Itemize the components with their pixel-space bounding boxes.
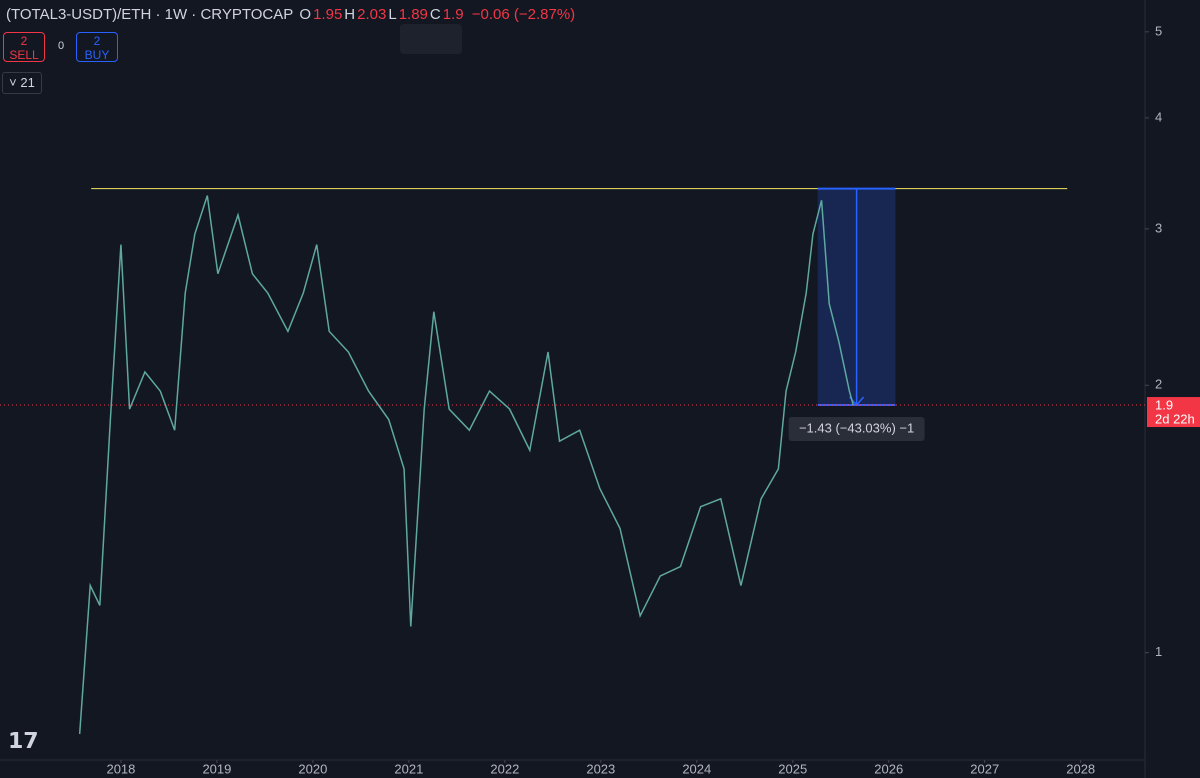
- x-tick-label: 2027: [970, 761, 999, 776]
- ohlc: O 1.95 H 2.03 L 1.89 C 1.9: [299, 6, 465, 23]
- spread: 0: [58, 40, 65, 52]
- ohlc-value: 2.03: [357, 6, 387, 23]
- ohlc-key: O: [299, 6, 312, 23]
- buy-count: 2: [93, 34, 101, 48]
- change: −0.06 (−2.87%): [471, 6, 576, 23]
- sell-label: SELL: [9, 48, 39, 62]
- symbol: (TOTAL3-USDT)/ETH · 1W · CRYPTOCAP: [6, 6, 294, 23]
- x-tick-label: 2028: [1066, 761, 1095, 776]
- measure-label-bg: [788, 417, 925, 442]
- buy-label: BUY: [84, 48, 110, 62]
- indicator-toggle[interactable]: ˅ 21: [2, 72, 42, 94]
- y-tick-label: 3: [1155, 220, 1162, 235]
- ohlc-key: L: [388, 6, 397, 23]
- x-tick-label: 2023: [586, 761, 615, 776]
- x-tick-label: 2025: [778, 761, 807, 776]
- logo: 𝟭𝟳: [8, 728, 39, 753]
- legend-header: (TOTAL3-USDT)/ETH · 1W · CRYPTOCAP O 1.95…: [6, 6, 577, 23]
- x-tick-label: 2021: [394, 761, 423, 776]
- price-line: [78, 195, 854, 734]
- measure-label: −1.43 (−43.03%) −1: [799, 420, 914, 435]
- countdown: 2d 22h: [1155, 411, 1195, 426]
- y-tick-label: 2: [1155, 377, 1162, 392]
- ohlc-key: C: [429, 6, 441, 23]
- x-tick-label: 2019: [202, 761, 231, 776]
- x-tick-label: 2020: [298, 761, 327, 776]
- y-tick-label: 4: [1155, 109, 1162, 124]
- x-tick-label: 2024: [682, 761, 711, 776]
- ohlc-value: 1.9: [442, 6, 464, 23]
- x-tick-label: 2026: [874, 761, 903, 776]
- indicator-count: 21: [20, 75, 35, 90]
- x-tick-label: 2022: [490, 761, 519, 776]
- ohlc-key: H: [344, 6, 356, 23]
- last-price-tag: [1147, 397, 1200, 428]
- drawing-toolbar[interactable]: [400, 24, 462, 54]
- x-tick-label: 2018: [106, 761, 135, 776]
- y-tick-label: 5: [1155, 23, 1162, 38]
- sell-count: 2: [20, 34, 28, 48]
- sell-button[interactable]: 2 SELL: [3, 32, 45, 62]
- y-tick-label: 1: [1155, 644, 1162, 659]
- buy-button[interactable]: 2 BUY: [76, 32, 118, 62]
- ohlc-value: 1.89: [398, 6, 428, 23]
- ohlc-value: 1.95: [313, 6, 343, 23]
- last-price-label: 1.9: [1155, 397, 1173, 412]
